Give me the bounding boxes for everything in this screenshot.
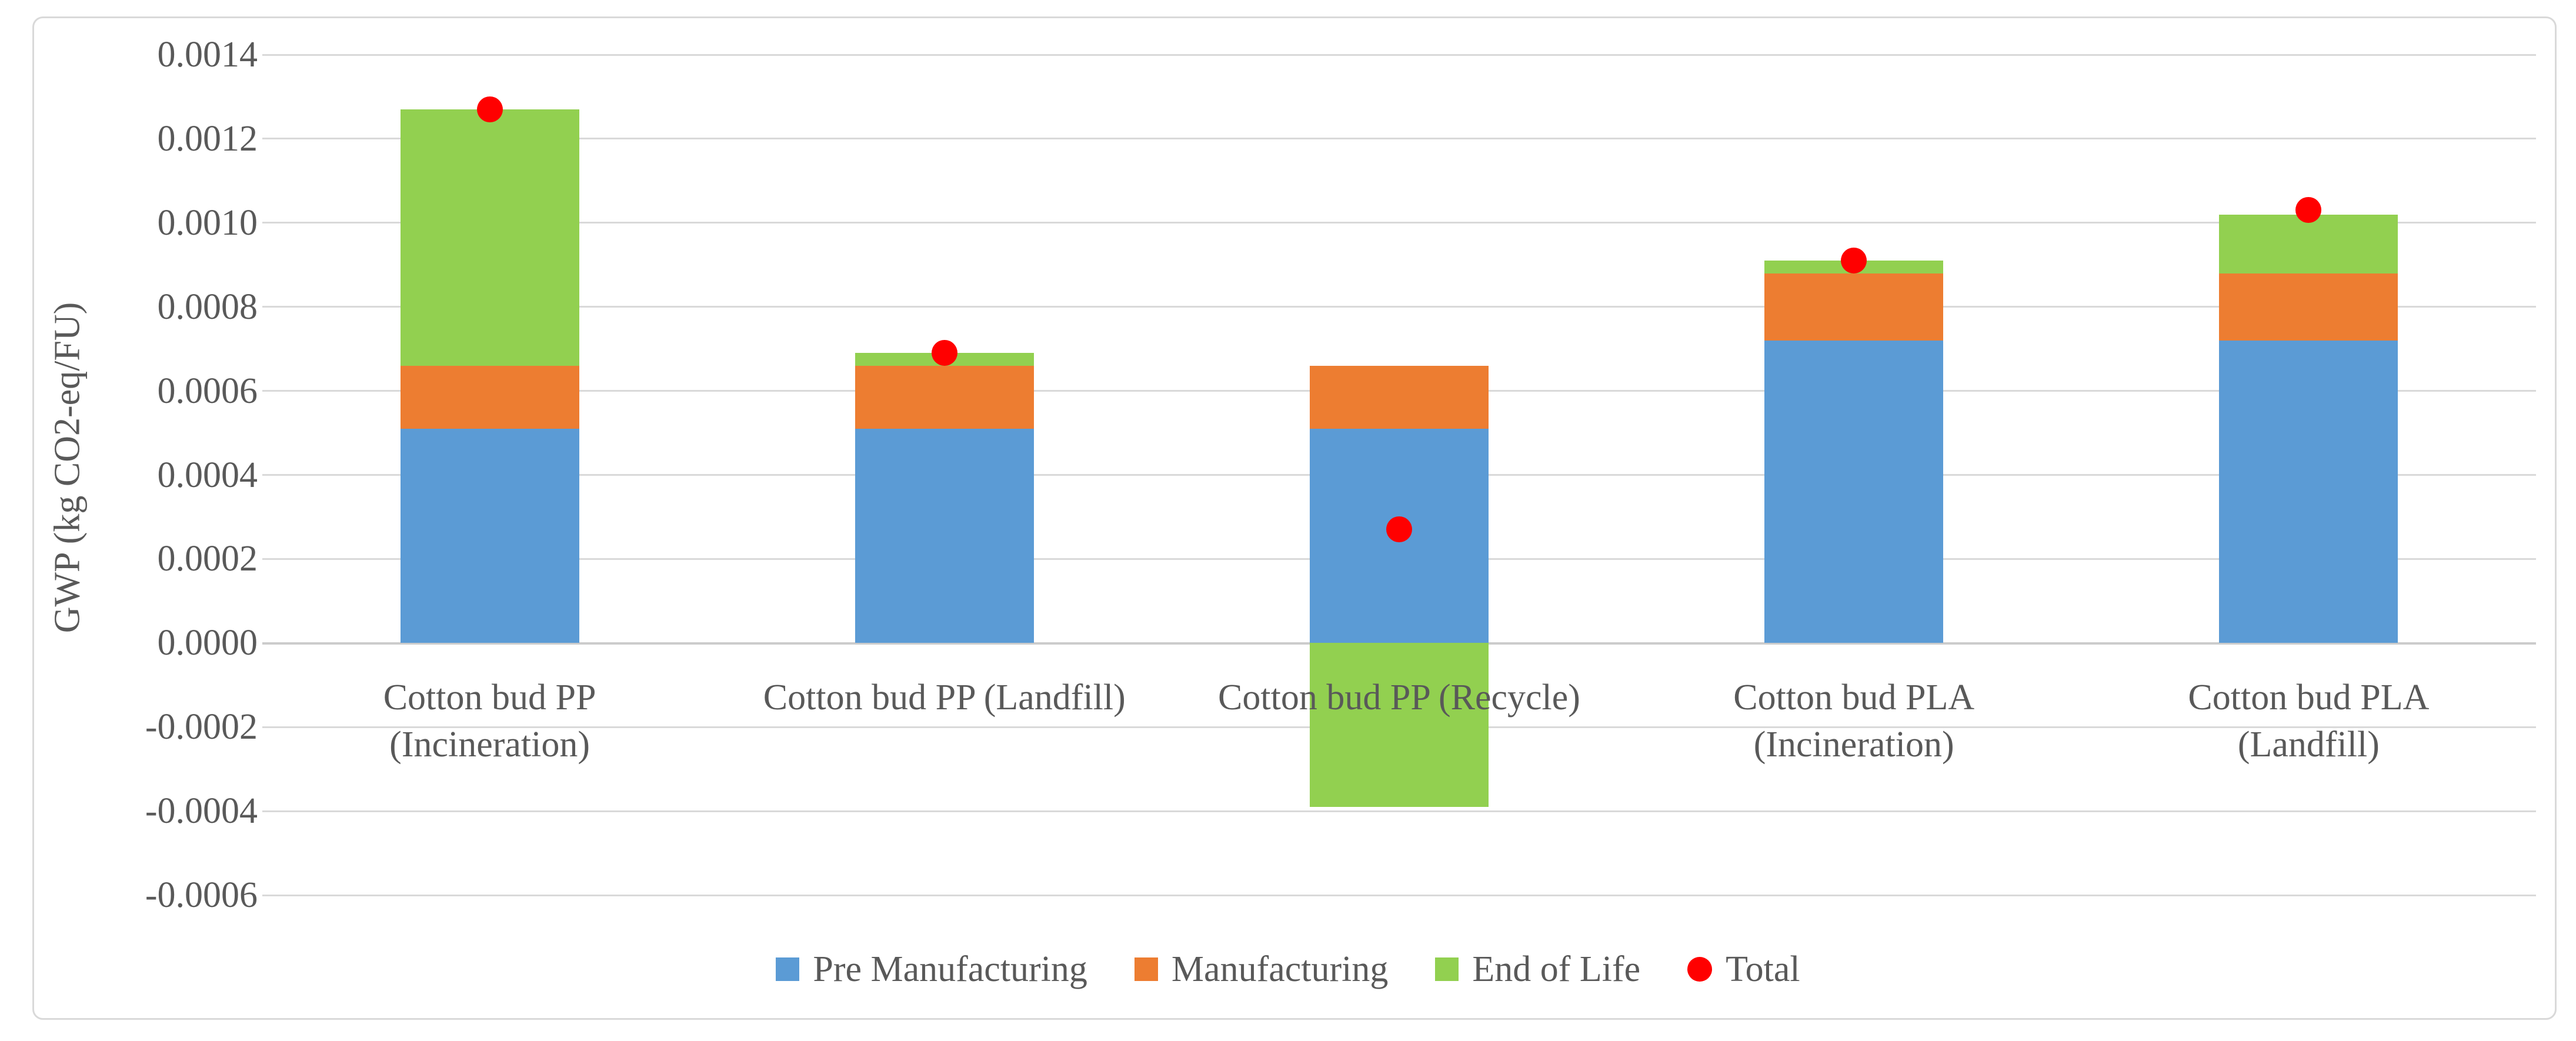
y-tick-label: 0.0014 — [157, 35, 258, 75]
legend-circle-marker-icon — [1687, 957, 1713, 982]
legend-item-pre-manufacturing: Pre Manufacturing — [776, 949, 1087, 990]
total-marker-dot — [931, 340, 957, 366]
bar-segment-pre-manufacturing — [2219, 340, 2398, 643]
total-marker-dot — [1841, 248, 1867, 274]
legend-square-marker-icon — [1134, 957, 1158, 981]
bar-segment-manufacturing — [1310, 365, 1489, 429]
gridline — [262, 138, 2536, 140]
legend-square-marker-icon — [1435, 957, 1459, 981]
legend: Pre Manufacturing Manufacturing End of Lif… — [0, 942, 2576, 996]
legend-label: End of Life — [1472, 949, 1641, 989]
gridline — [262, 894, 2536, 896]
legend-item-manufacturing: Manufacturing — [1134, 949, 1388, 990]
bar-segment-pre-manufacturing — [400, 428, 579, 643]
bar-segment-manufacturing — [400, 365, 579, 429]
gridline — [262, 810, 2536, 812]
x-category-label: Cotton bud PLA (Incineration) — [1560, 674, 2148, 768]
x-category-label-line: Cotton bud PLA — [2188, 678, 2430, 718]
bar-segment-pre-manufacturing — [1764, 340, 1944, 643]
x-category-label-line: (Incineration) — [389, 725, 590, 765]
gridline — [262, 306, 2536, 308]
bar-segment-manufacturing — [1764, 273, 1944, 341]
x-category-label-line: (Landfill) — [2237, 725, 2380, 765]
y-tick-label: 0.0012 — [157, 118, 258, 159]
legend-label: Total — [1726, 949, 1800, 989]
x-category-label: Cotton bud PLA (Landfill) — [2014, 674, 2576, 768]
bar-segment-end-of-life — [1310, 643, 1489, 807]
legend-label: Manufacturing — [1171, 949, 1389, 989]
y-tick-label: 0.0006 — [157, 371, 258, 411]
y-tick-label: 0.0010 — [157, 202, 258, 243]
y-tick-label: 0.0002 — [157, 539, 258, 579]
x-category-label-line: Cotton bud PP — [383, 678, 596, 718]
legend-item-end-of-life: End of Life — [1435, 949, 1640, 990]
legend-item-total: Total — [1687, 949, 1800, 990]
bar-segment-end-of-life — [400, 109, 579, 366]
y-tick-label: 0.0008 — [157, 286, 258, 327]
x-category-label: Cotton bud PP (Landfill) — [650, 674, 1239, 721]
x-category-label: Cotton bud PP (Incineration) — [196, 674, 784, 768]
bar-segment-end-of-life — [2219, 214, 2398, 273]
total-marker-dot — [2295, 197, 2322, 223]
legend-label: Pre Manufacturing — [813, 949, 1087, 989]
bar-segment-manufacturing — [2219, 273, 2398, 341]
y-tick-label: -0.0006 — [145, 875, 258, 915]
y-tick-label: 0.0000 — [157, 623, 258, 663]
x-category-label: Cotton bud PP (Recycle) — [1105, 674, 1693, 721]
x-category-label-line: Cotton bud PP (Landfill) — [763, 678, 1126, 718]
x-category-label-line: (Incineration) — [1753, 725, 1954, 765]
x-category-label-line: Cotton bud PP (Recycle) — [1218, 678, 1580, 718]
bar-segment-pre-manufacturing — [855, 428, 1034, 643]
bar-segment-manufacturing — [855, 365, 1034, 429]
y-tick-label: -0.0002 — [145, 707, 258, 748]
x-category-label-line: Cotton bud PLA — [1733, 678, 1975, 718]
legend-square-marker-icon — [776, 957, 800, 981]
gridline — [262, 222, 2536, 224]
total-marker-dot — [476, 96, 503, 122]
gridline — [262, 54, 2536, 56]
total-marker-dot — [1386, 516, 1412, 543]
y-tick-label: -0.0004 — [145, 791, 258, 832]
y-tick-label: 0.0004 — [157, 455, 258, 495]
